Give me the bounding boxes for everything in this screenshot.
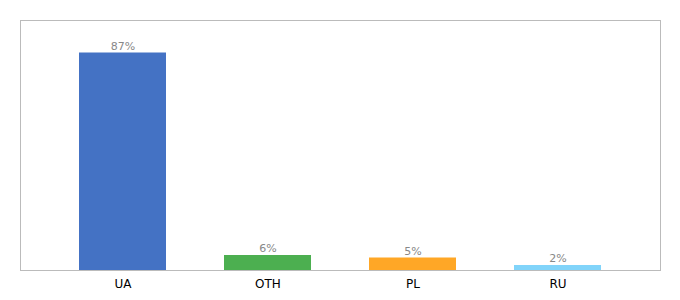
svg-text:6%: 6% [259, 242, 276, 255]
svg-text:OTH: OTH [255, 277, 281, 291]
svg-text:2%: 2% [549, 252, 566, 265]
svg-text:87%: 87% [111, 40, 135, 53]
svg-text:UA: UA [115, 277, 133, 291]
svg-text:5%: 5% [404, 245, 421, 258]
svg-text:PL: PL [406, 277, 420, 291]
svg-text:RU: RU [549, 277, 566, 291]
